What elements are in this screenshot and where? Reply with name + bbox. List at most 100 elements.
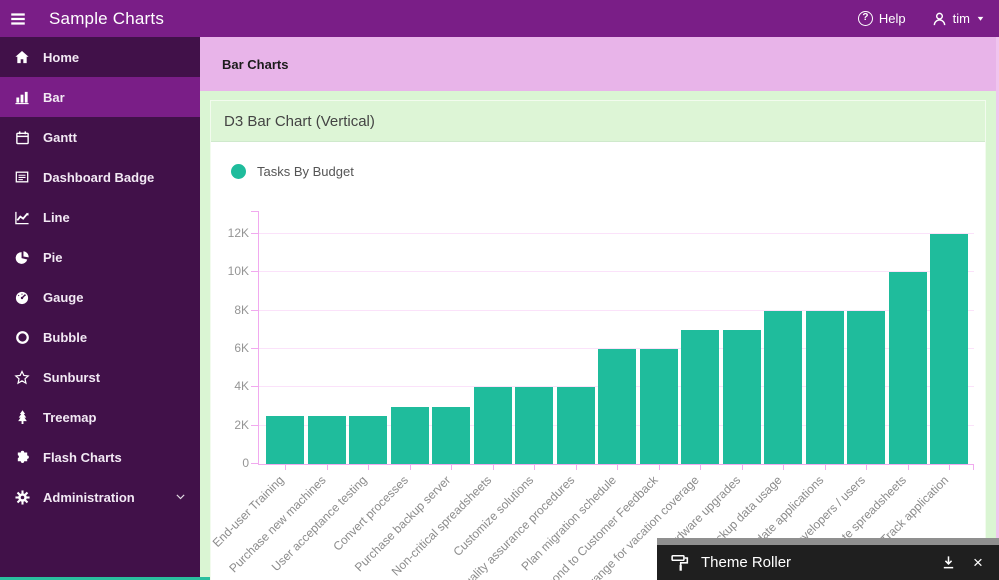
y-axis-tick-label: 8K [234, 302, 249, 317]
sidebar-item-label: Sunburst [43, 369, 101, 385]
chart-card: D3 Bar Chart (Vertical) Tasks By Budget … [210, 100, 986, 580]
y-axis-tick [251, 348, 258, 349]
sidebar-item-gantt[interactable]: Gantt [0, 117, 200, 157]
sidebar-item-label: Dashboard Badge [43, 169, 155, 185]
y-axis-tick-label: 2K [234, 417, 249, 432]
gridline [259, 348, 974, 349]
bar-1[interactable] [266, 416, 304, 464]
x-axis-tick [907, 464, 909, 470]
app-header: Sample Charts ? Help tim [0, 0, 999, 37]
bar-8[interactable] [556, 387, 595, 464]
y-axis-tick-label: 0 [242, 456, 249, 470]
sidebar-item-flash-charts[interactable]: Flash Charts [0, 437, 200, 477]
help-icon: ? [857, 11, 873, 26]
y-axis-tick-label: 6K [234, 341, 249, 355]
x-axis-endcap-tick [973, 464, 974, 470]
y-axis-endcap-tick [251, 211, 258, 212]
y-axis-tick [251, 309, 258, 311]
y-axis-tick-label: 4K [234, 379, 249, 394]
bar-7[interactable] [515, 387, 553, 464]
page-title: Bar Charts [222, 56, 289, 72]
gridline [259, 309, 974, 311]
sidebar-item-label: Line [43, 209, 70, 225]
star-icon [13, 369, 31, 385]
bar-chart-plot: 0 2K 4K 6K 8K 10K 12K End-user Training Purchase… [211, 211, 974, 580]
bar-6[interactable] [473, 387, 512, 464]
bar-11[interactable] [681, 330, 719, 464]
person-icon [933, 12, 946, 25]
bar-chart-icon [13, 89, 31, 105]
sidebar-nav: Home Bar Gantt Dashboard Badge Line Pie Gauge B… [0, 37, 210, 580]
y-axis-line [258, 211, 259, 465]
sidebar-item-line[interactable]: Line [0, 197, 200, 237]
content-area: D3 Bar Chart (Vertical) Tasks By Budget … [200, 91, 999, 580]
chevron-down-icon [174, 490, 188, 504]
x-axis-tick [949, 464, 950, 470]
x-axis-line [258, 464, 974, 465]
y-axis-tick [251, 386, 258, 388]
theme-roller-title: Theme Roller [701, 554, 792, 571]
bar-10[interactable] [639, 349, 678, 464]
x-axis-tick [866, 464, 867, 470]
sidebar-item-gauge[interactable]: Gauge [0, 277, 200, 317]
sidebar-item-treemap[interactable]: Treemap [0, 397, 200, 437]
sidebar-item-administration[interactable]: Administration [0, 477, 200, 517]
app-title: Sample Charts [49, 8, 165, 28]
bar-2[interactable] [307, 416, 346, 464]
bar-12[interactable] [722, 330, 761, 464]
x-axis-category-label: End-user Training [210, 473, 287, 550]
gear-icon [13, 489, 31, 505]
sidebar-item-label: Treemap [43, 409, 97, 425]
x-axis-tick [492, 464, 494, 470]
gridline [259, 271, 974, 273]
bar-15[interactable] [847, 311, 885, 464]
bottom-edge-strip [0, 577, 210, 580]
bar-4[interactable] [390, 407, 429, 464]
bar-5[interactable] [432, 407, 470, 464]
y-axis-tick [251, 233, 258, 234]
close-icon[interactable]: × [973, 552, 983, 572]
hamburger-menu-icon[interactable] [0, 0, 36, 37]
line-chart-icon [13, 209, 31, 225]
sidebar-item-bubble[interactable]: Bubble [0, 317, 200, 357]
bar-14[interactable] [805, 311, 844, 464]
legend-dot-icon [231, 164, 246, 179]
sidebar-item-pie[interactable]: Pie [0, 237, 200, 277]
user-menu[interactable]: tim [932, 11, 985, 27]
x-axis-tick [824, 464, 826, 470]
sidebar-item-label: Pie [43, 249, 63, 265]
calendar-icon [13, 129, 31, 145]
bar-9[interactable] [598, 349, 636, 464]
bar-13[interactable] [764, 311, 802, 464]
bar-17[interactable] [930, 234, 968, 464]
sidebar-item-home[interactable]: Home [0, 37, 200, 77]
x-axis-tick [658, 464, 660, 470]
sidebar-item-label: Bar [43, 89, 65, 105]
download-icon[interactable] [939, 554, 957, 572]
x-axis-tick [700, 464, 701, 470]
sidebar-item-bar[interactable]: Bar [0, 77, 200, 117]
bar-16[interactable] [888, 272, 927, 464]
y-axis-tick-label: 12K [227, 226, 249, 240]
x-axis-tick [368, 464, 369, 470]
x-axis-tick [326, 464, 328, 470]
bar-3[interactable] [349, 416, 387, 464]
x-axis-tick [534, 464, 535, 470]
pie-chart-icon [13, 249, 31, 265]
breadcrumb: Bar Charts [200, 37, 999, 91]
tree-icon [13, 409, 31, 425]
sidebar-item-dashboard-badge[interactable]: Dashboard Badge [0, 157, 200, 197]
circle-icon [13, 329, 31, 345]
x-axis-tick [575, 464, 577, 470]
x-axis-tick [783, 464, 784, 470]
help-button[interactable]: ? Help [857, 11, 906, 26]
sidebar-item-sunburst[interactable]: Sunburst [0, 357, 200, 397]
x-axis-tick [741, 464, 743, 470]
y-axis-tick-label: 10K [227, 264, 249, 279]
chart-legend: Tasks By Budget [231, 164, 354, 179]
scrollbar-strip[interactable] [996, 37, 999, 580]
x-axis-category-label: Convert processes [330, 473, 412, 554]
sidebar-item-label: Flash Charts [43, 449, 122, 465]
sidebar-item-label: Gauge [43, 289, 84, 305]
y-axis-tick [251, 463, 258, 464]
